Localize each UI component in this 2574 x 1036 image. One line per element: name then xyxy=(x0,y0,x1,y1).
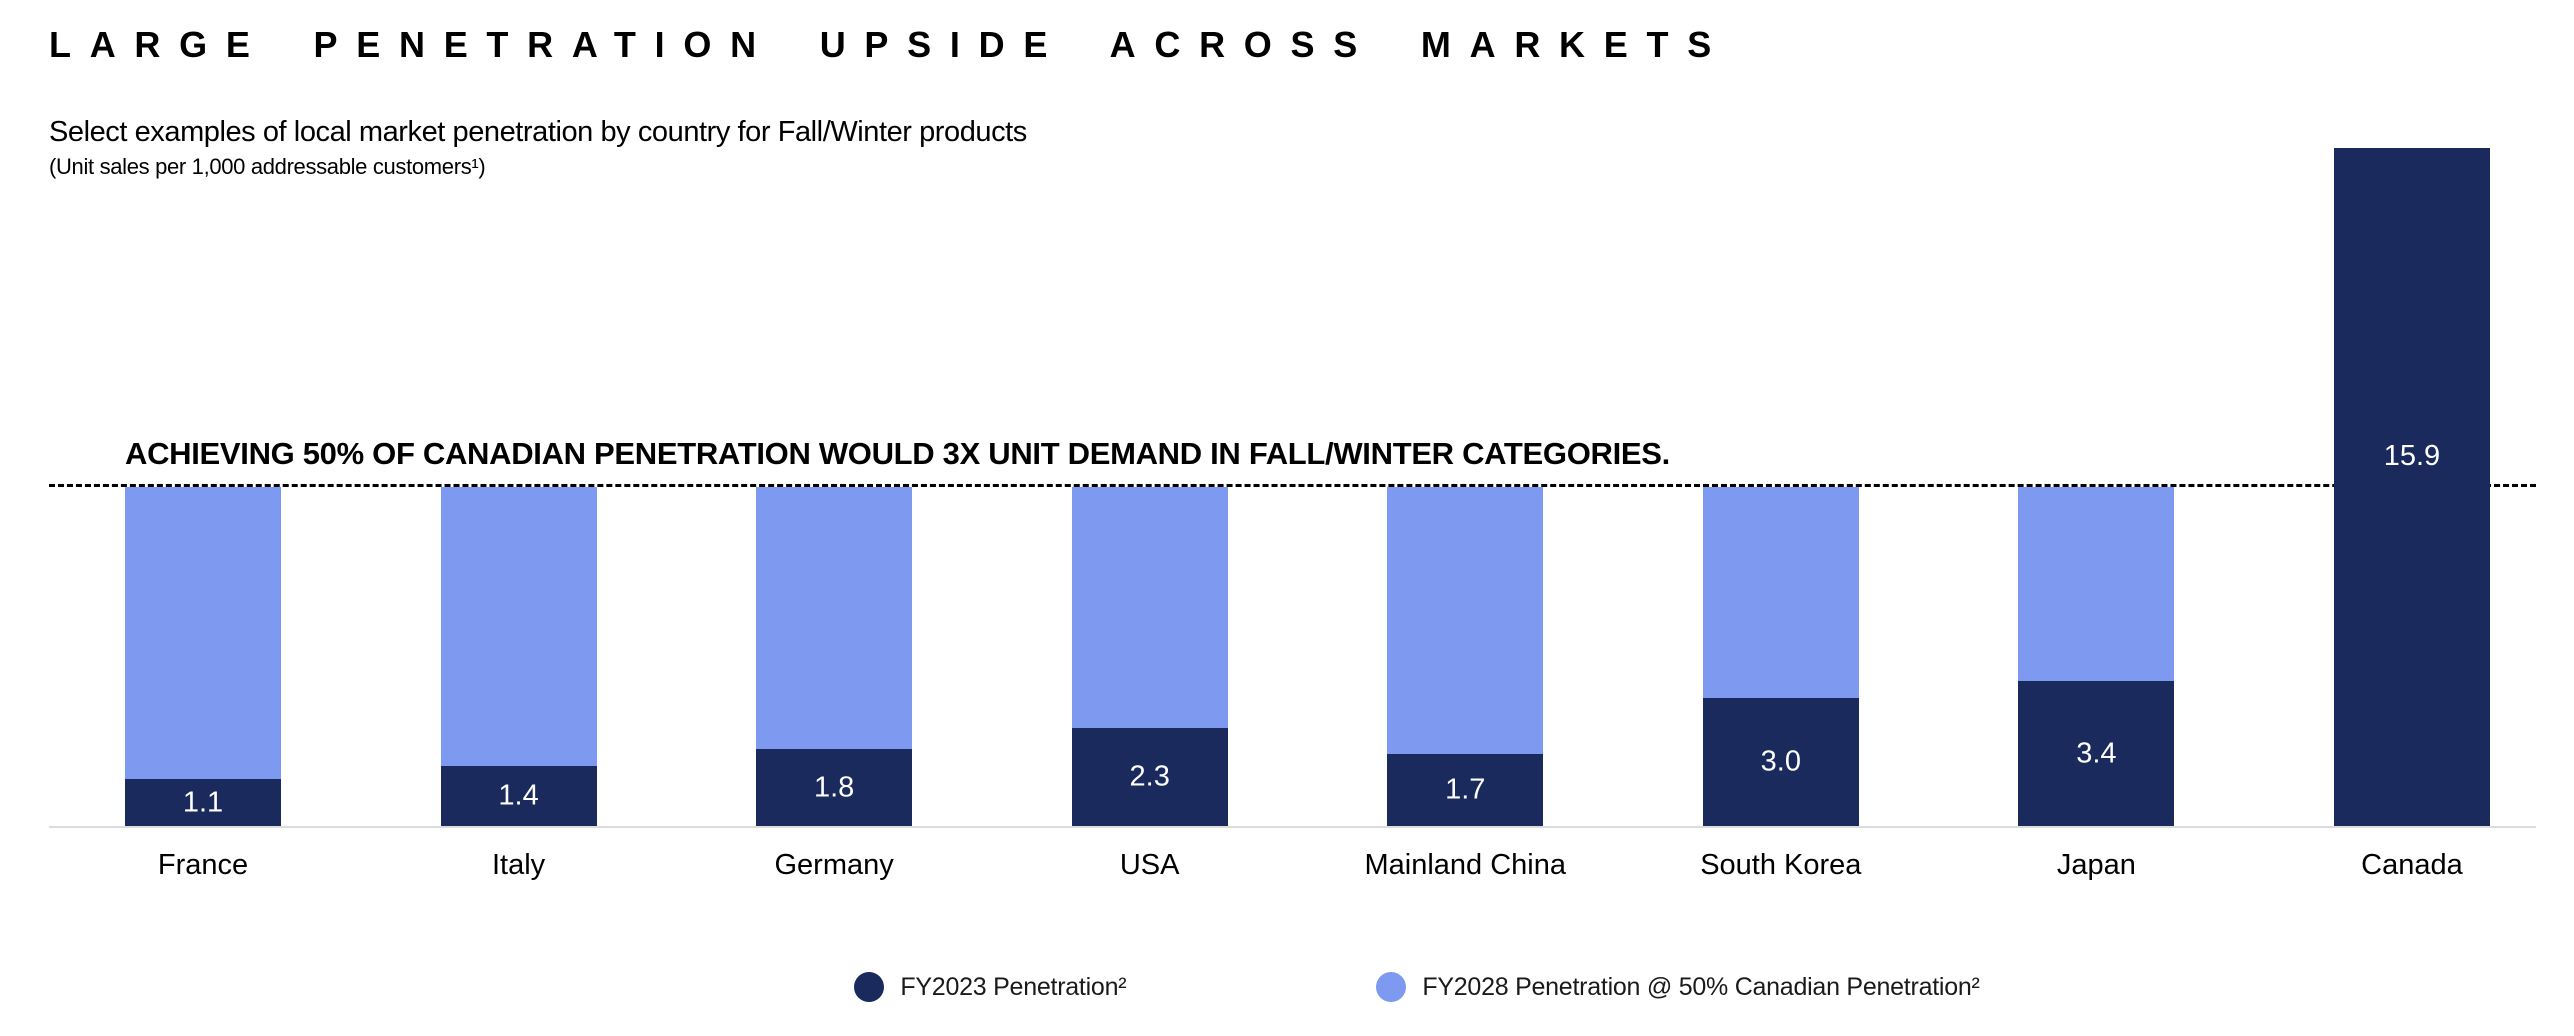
reference-dashed-line xyxy=(49,484,2536,487)
legend-label-fy2028: FY2028 Penetration @ 50% Canadian Penetr… xyxy=(1422,972,1980,1001)
bar-segment-fy2023 xyxy=(125,779,281,826)
category-label: France xyxy=(157,849,249,881)
bar-segment-fy2023 xyxy=(2333,148,2490,826)
chart-legend: FY2023 Penetration² FY2028 Penetration @… xyxy=(130,972,2574,1002)
bar-value-label: 1.8 xyxy=(813,771,855,804)
bar-column-mainland-china: 1.7 Mainland China xyxy=(1364,148,1566,881)
bar-segment-fy2028 xyxy=(756,487,913,750)
category-label: Japan xyxy=(2056,849,2136,881)
bar-value-label: 3.4 xyxy=(2076,737,2117,770)
bar-segment-fy2028 xyxy=(1702,487,1859,699)
bar-segment-fy2023 xyxy=(1702,698,1859,826)
annotation-text: ACHIEVING 50% OF CANADIAN PENETRATION WO… xyxy=(125,436,1670,471)
plot-area: 1.1 France 1.4 Italy 1.8 Germany 2.3 USA… xyxy=(125,148,2490,881)
bar-segment-fy2028 xyxy=(125,487,281,780)
bar-column-canada: 15.9 Canada xyxy=(2333,148,2490,881)
bar-segment-fy2023 xyxy=(1071,727,1228,826)
legend-dot-fy2028-icon xyxy=(1376,972,1407,1002)
chart-subtitle: Select examples of local market penetrat… xyxy=(49,116,1027,148)
page-title: LARGE PENETRATION UPSIDE ACROSS MARKETS xyxy=(49,24,1730,65)
bar-segment-fy2023 xyxy=(756,749,913,826)
bar-segment-fy2028 xyxy=(440,487,597,767)
bar-column-japan: 3.4 Japan xyxy=(2018,148,2175,881)
bar-segment-fy2028 xyxy=(1071,487,1228,728)
bar-value-label: 1.1 xyxy=(182,786,224,819)
x-axis-baseline xyxy=(49,826,2536,828)
bar-segment-fy2023 xyxy=(2018,681,2175,826)
legend-item-fy2023: FY2023 Penetration² xyxy=(854,972,1127,1002)
category-label: USA xyxy=(1119,849,1180,881)
legend-item-fy2028: FY2028 Penetration @ 50% Canadian Penetr… xyxy=(1376,972,1980,1002)
bar-value-label: 15.9 xyxy=(2383,440,2441,472)
category-label: Canada xyxy=(2361,849,2463,881)
bar-segment-fy2028 xyxy=(2018,487,2175,682)
bar-column-italy: 1.4 Italy xyxy=(440,148,597,881)
bar-segment-fy2028 xyxy=(1387,487,1544,754)
legend-dot-fy2023-icon xyxy=(854,972,885,1002)
bar-segment-fy2023 xyxy=(440,766,597,826)
bar-value-label: 2.3 xyxy=(1129,760,1170,793)
bar-column-south-korea: 3.0 South Korea xyxy=(1700,148,1861,881)
bar-value-label: 3.0 xyxy=(1760,745,1801,778)
bar-column-germany: 1.8 Germany xyxy=(756,148,913,881)
bar-segment-fy2023 xyxy=(1387,753,1544,826)
category-label: Germany xyxy=(774,849,894,881)
legend-label-fy2023: FY2023 Penetration² xyxy=(900,972,1127,1001)
bar-value-label: 1.7 xyxy=(1445,773,1486,806)
category-label: South Korea xyxy=(1700,849,1862,881)
category-label: Italy xyxy=(491,849,546,881)
bar-column-france: 1.1 France xyxy=(125,148,281,881)
bar-value-label: 1.4 xyxy=(498,779,539,812)
unit-note: (Unit sales per 1,000 addressable custom… xyxy=(49,154,486,179)
bar-column-usa: 2.3 USA xyxy=(1071,148,1228,881)
category-label: Mainland China xyxy=(1364,849,1567,881)
